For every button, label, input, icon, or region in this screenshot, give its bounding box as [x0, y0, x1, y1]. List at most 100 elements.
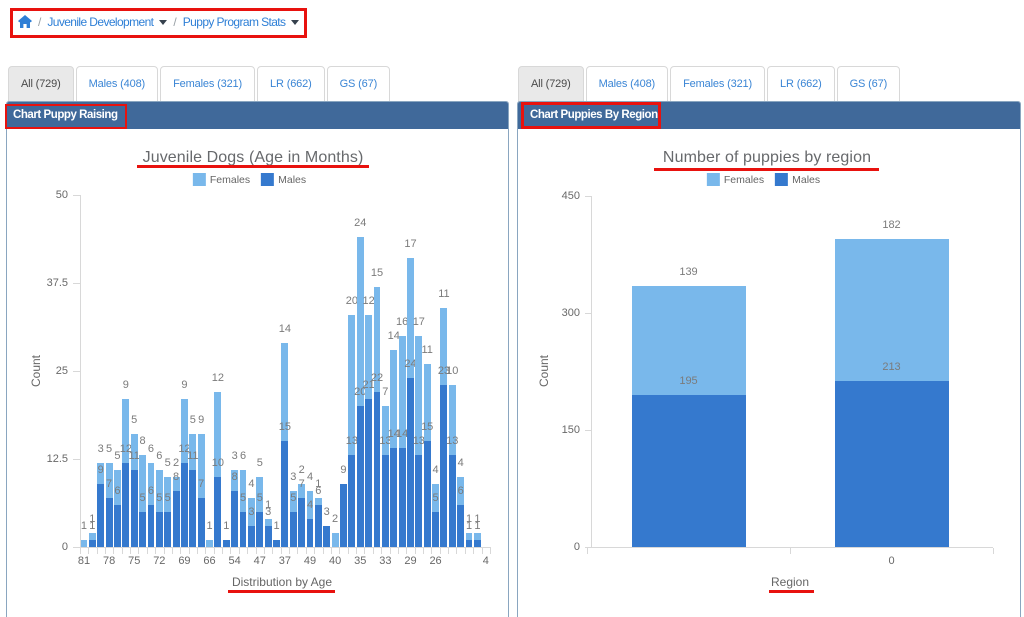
- y-tick-mark: [73, 282, 80, 284]
- tab-right-all[interactable]: All (729): [518, 66, 584, 102]
- value-label-females: 6: [147, 442, 155, 455]
- x-tick-label: 0: [888, 555, 895, 567]
- annotation-box-chart-puppy-raising: [5, 104, 127, 129]
- y-axis-line: [79, 195, 81, 547]
- bar-females: [114, 469, 121, 505]
- bar-females: [189, 434, 197, 470]
- annotation-underline-right-title: [654, 168, 879, 171]
- value-label-females: 10: [446, 365, 459, 378]
- x-tick-mark: [280, 548, 282, 554]
- x-tick-mark: [247, 548, 249, 554]
- bar-males: [407, 378, 414, 547]
- value-label-males: 13: [412, 435, 425, 448]
- x-tick-mark: [113, 548, 115, 554]
- bar-males: [306, 518, 314, 547]
- annotation-underline-left-xlabel: [228, 590, 335, 593]
- x-tick-mark: [448, 548, 450, 554]
- y-tick-label: 50: [55, 189, 68, 201]
- x-tick-mark: [255, 548, 257, 554]
- bar-males: [298, 497, 306, 547]
- value-label-males: 14: [387, 428, 400, 441]
- value-label-males: 7: [298, 477, 305, 490]
- x-axis-title: Distribution by Age: [231, 575, 333, 589]
- chart-title: Juvenile Dogs (Age in Months): [142, 149, 364, 166]
- value-label-males: 11: [187, 449, 199, 462]
- x-tick-mark: [587, 548, 588, 554]
- x-tick-mark: [322, 548, 324, 554]
- value-label-males: 1: [465, 519, 473, 532]
- x-tick-mark: [993, 548, 994, 554]
- x-tick-label: 35: [354, 555, 367, 567]
- bar-males: [423, 441, 431, 547]
- value-label-males: 213: [882, 360, 901, 373]
- breadcrumb-item-puppy-program-stats[interactable]: Puppy Program Stats: [182, 15, 286, 29]
- bar-males: [348, 455, 356, 547]
- bar-males: [164, 511, 172, 547]
- tab-left-lr[interactable]: LR (662): [257, 66, 325, 102]
- home-icon[interactable]: [18, 15, 32, 28]
- bar-males: [197, 497, 205, 547]
- bar-males: [281, 441, 289, 547]
- bar-males: [122, 462, 130, 547]
- y-tick-mark: [584, 429, 591, 431]
- bar-females: [130, 434, 138, 470]
- bar-males: [139, 511, 147, 547]
- bar-males: [473, 539, 481, 547]
- x-tick-mark: [456, 548, 458, 554]
- value-label-females: 4: [457, 456, 464, 469]
- x-axis-line: [73, 547, 491, 548]
- caret-down-icon[interactable]: [159, 19, 168, 25]
- bar-females: [356, 237, 364, 407]
- value-label-males: 4: [306, 498, 314, 511]
- x-tick-label: 40: [328, 555, 342, 567]
- x-tick-mark: [230, 548, 232, 554]
- x-tick-mark: [171, 548, 173, 554]
- tab-right-lr[interactable]: LR (662): [767, 66, 835, 102]
- value-label-males: 13: [345, 435, 358, 448]
- value-label-males: 6: [114, 484, 121, 497]
- value-label-females: 1: [315, 477, 322, 490]
- value-label-males: 1: [223, 519, 230, 532]
- caret-down-icon[interactable]: [291, 19, 300, 25]
- y-axis-line: [590, 196, 592, 547]
- value-label-females: 5: [189, 414, 196, 427]
- tab-bar-right: All (729) Males (408) Females (321) LR (662…: [518, 66, 901, 102]
- bar-males: [273, 539, 280, 547]
- value-label-females: 139: [679, 266, 698, 279]
- tab-right-females[interactable]: Females (321): [670, 66, 766, 102]
- tab-left-gs[interactable]: GS (67): [326, 66, 391, 102]
- legend-swatch-males: [775, 173, 789, 186]
- value-label-males: 22: [370, 372, 384, 385]
- x-tick-mark: [196, 548, 198, 554]
- value-label-females: 11: [438, 287, 450, 300]
- x-tick-label: 69: [178, 555, 191, 567]
- y-tick-label: 150: [561, 424, 580, 436]
- x-tick-mark: [489, 548, 491, 554]
- y-axis-title: Count: [537, 354, 551, 388]
- x-tick-label: 26: [429, 555, 442, 567]
- tab-left-males[interactable]: Males (408): [75, 66, 159, 102]
- x-tick-label: 4: [482, 555, 489, 567]
- x-tick-mark: [406, 548, 408, 554]
- value-label-females: 15: [370, 266, 384, 279]
- x-tick-label: 75: [128, 555, 141, 567]
- value-label-males: 9: [340, 463, 347, 476]
- value-label-males: 6: [147, 484, 155, 497]
- breadcrumb-item-juvenile-development[interactable]: Juvenile Development: [47, 15, 154, 29]
- tab-right-gs[interactable]: GS (67): [836, 66, 901, 102]
- value-label-males: 6: [315, 484, 322, 497]
- y-tick-label: 37.5: [46, 277, 68, 289]
- bar-males: [390, 448, 398, 547]
- x-tick-mark: [146, 548, 148, 554]
- bar-males: [147, 504, 155, 547]
- value-label-females: 5: [164, 456, 171, 469]
- bar-females: [440, 307, 448, 386]
- panel-header-chart-puppy-raising: Chart Puppy Raising: [7, 102, 508, 129]
- bar-males: [247, 525, 255, 547]
- tab-left-females[interactable]: Females (321): [160, 66, 256, 102]
- tab-left-all[interactable]: All (729): [8, 66, 74, 102]
- value-label-males: 5: [290, 491, 297, 504]
- tab-right-males[interactable]: Males (408): [585, 66, 669, 102]
- value-label-females: 7: [382, 386, 389, 399]
- value-label-males: 21: [362, 379, 375, 392]
